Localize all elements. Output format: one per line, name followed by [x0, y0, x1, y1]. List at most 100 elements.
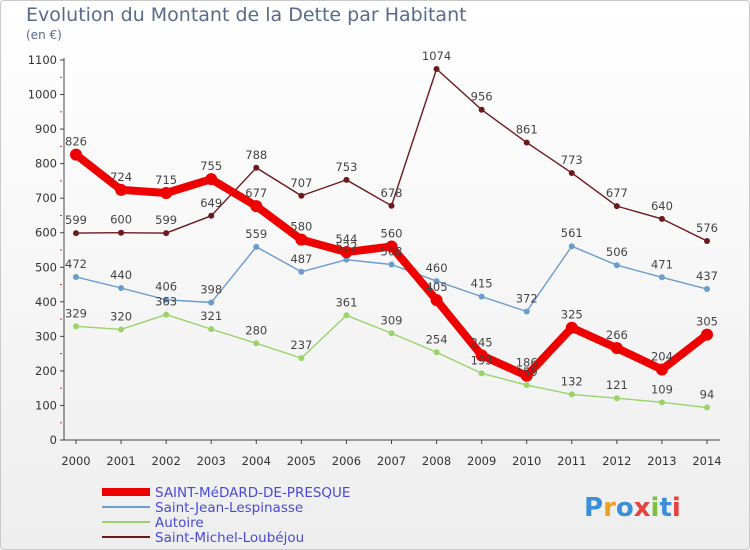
data-label: 440 — [110, 268, 132, 282]
data-point — [208, 326, 215, 333]
data-point — [475, 349, 488, 362]
data-label: 94 — [700, 388, 715, 402]
data-point — [523, 308, 530, 315]
legend-label: Autoire — [155, 515, 204, 531]
data-label: 266 — [606, 328, 628, 342]
data-point — [658, 274, 665, 281]
proxiti-logo: Proxiti — [584, 493, 681, 523]
data-point — [433, 278, 440, 285]
data-point — [613, 262, 620, 269]
data-label: 677 — [245, 186, 267, 200]
data-point — [704, 286, 710, 293]
x-tick-label: 2009 — [467, 454, 496, 468]
x-tick-label: 2007 — [377, 454, 406, 468]
data-point — [73, 230, 79, 237]
x-tick-label: 2008 — [422, 454, 451, 468]
x-tick-label: 2014 — [692, 454, 721, 468]
data-label: 773 — [561, 153, 583, 167]
data-point — [115, 183, 128, 196]
y-tick-label: 100 — [35, 398, 57, 412]
data-point — [430, 294, 443, 307]
data-label: 508 — [381, 245, 403, 259]
data-point — [253, 243, 260, 250]
logo-letter: i — [672, 493, 681, 523]
data-label: 715 — [155, 173, 177, 187]
data-point — [704, 404, 710, 411]
data-point — [433, 65, 440, 72]
data-point — [478, 106, 485, 113]
y-tick-label: 700 — [35, 191, 57, 205]
data-point — [298, 192, 305, 199]
data-point — [565, 321, 578, 334]
data-label: 121 — [606, 378, 628, 392]
data-label: 559 — [245, 227, 267, 241]
chart-title: Evolution du Montant de la Dette par Hab… — [26, 4, 467, 26]
data-point — [253, 340, 260, 347]
data-point — [163, 230, 170, 237]
logo-letter: t — [659, 493, 671, 523]
data-point — [298, 268, 305, 275]
data-point — [613, 395, 620, 402]
data-label: 580 — [290, 220, 312, 234]
data-label: 599 — [155, 213, 177, 227]
data-label: 398 — [200, 283, 222, 297]
data-label: 707 — [290, 176, 312, 190]
data-point — [118, 285, 125, 291]
data-label: 361 — [335, 295, 357, 309]
y-tick-label: 500 — [35, 260, 57, 274]
data-label: 576 — [696, 221, 718, 235]
x-tick-label: 2013 — [647, 454, 676, 468]
data-label: 861 — [516, 123, 538, 137]
x-tick-label: 2003 — [197, 454, 226, 468]
data-point — [388, 330, 395, 337]
y-tick-label: 200 — [35, 364, 57, 378]
data-point — [208, 299, 215, 306]
data-label: 372 — [516, 291, 538, 305]
data-point — [340, 246, 353, 259]
data-label: 649 — [200, 196, 222, 210]
x-tick-label: 2011 — [557, 454, 586, 468]
data-point — [163, 311, 170, 318]
data-point — [523, 139, 530, 146]
legend-label: Saint-Jean-Lespinasse — [155, 500, 303, 516]
data-label: 437 — [696, 269, 718, 283]
data-label: 329 — [65, 306, 87, 320]
data-point — [385, 240, 398, 253]
data-point — [295, 233, 308, 246]
data-point — [160, 187, 173, 199]
data-point — [610, 342, 623, 355]
x-tick-label: 2005 — [287, 454, 316, 468]
y-tick-label: 900 — [35, 122, 57, 136]
data-label: 405 — [426, 280, 448, 294]
data-label: 245 — [471, 335, 493, 349]
logo-letter: x — [634, 493, 651, 523]
data-label: 186 — [516, 356, 538, 370]
logo-letter: r — [603, 493, 616, 523]
x-tick-label: 2001 — [106, 454, 135, 468]
data-label: 1074 — [422, 49, 451, 63]
data-point — [655, 363, 668, 376]
data-point — [73, 273, 79, 280]
legend-label: SAINT-MéDARD-DE-PRESQUE — [155, 485, 350, 501]
data-point — [568, 391, 575, 398]
data-label: 599 — [65, 213, 87, 227]
data-label: 280 — [245, 323, 267, 337]
data-point — [523, 382, 530, 389]
data-label: 472 — [65, 257, 87, 271]
x-tick-label: 2010 — [512, 454, 541, 468]
data-label: 305 — [696, 315, 718, 329]
data-point — [250, 200, 263, 213]
data-point — [520, 369, 533, 382]
data-label: 640 — [651, 199, 673, 213]
data-label: 159 — [516, 365, 538, 379]
data-label: 522 — [335, 240, 357, 254]
data-label: 254 — [426, 332, 448, 346]
data-label: 204 — [651, 350, 673, 364]
data-label: 406 — [155, 280, 177, 294]
y-tick-label: 1000 — [28, 88, 57, 102]
data-label: 724 — [110, 170, 132, 184]
data-label: 788 — [245, 148, 267, 162]
data-label: 677 — [606, 186, 628, 200]
data-label: 600 — [110, 213, 132, 227]
